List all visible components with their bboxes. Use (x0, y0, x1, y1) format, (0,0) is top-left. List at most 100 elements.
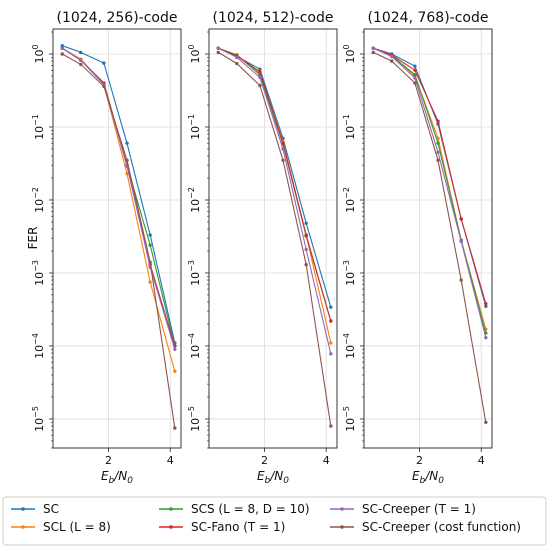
y-axis-label: FER (26, 227, 40, 250)
data-point (173, 347, 177, 352)
y-tick-label: 10−1 (342, 114, 357, 140)
y-tick-label: 10−1 (31, 114, 46, 140)
series-line-4 (218, 47, 332, 322)
series-line-1 (62, 45, 176, 344)
x-tick-label: 4 (478, 454, 485, 467)
data-point (79, 50, 83, 55)
y-tick-label: 10−3 (31, 260, 46, 286)
data-point (329, 424, 333, 428)
series-line-4 (373, 47, 487, 304)
legend-label: SC-Creeper (cost function) (362, 520, 521, 534)
panel-title: (1024, 768)-code (368, 10, 489, 26)
data-point (79, 62, 83, 67)
series-line-2 (218, 47, 332, 344)
y-tick-label: 10−1 (187, 114, 202, 140)
axes-frame (208, 28, 338, 449)
chart-panel-2: (1024, 512)-code 2 4 Eb/N0 100 10−1 10−2 10−3 10… (187, 10, 338, 486)
data-point (235, 55, 239, 60)
y-tick-label: 10−3 (187, 260, 202, 286)
data-point (436, 119, 440, 123)
data-point (436, 141, 440, 145)
series-line-3 (373, 47, 487, 334)
chart-panels: (1024, 256)-code 2 4 Eb/N0 100 10−1 10−2 10−3 10… (31, 10, 493, 486)
y-tick-label: 10−5 (187, 406, 202, 432)
data-point (436, 150, 440, 154)
y-tick-label: 100 (342, 44, 357, 63)
data-point (79, 58, 83, 62)
legend-label: SCL (L = 8) (43, 520, 111, 534)
data-point (413, 76, 417, 80)
data-point (102, 61, 106, 65)
data-point (413, 68, 417, 72)
y-tick-label: 100 (31, 44, 46, 63)
data-point (413, 64, 417, 68)
legend-label: SC-Creeper (T = 1) (362, 502, 476, 516)
legend-item-4: SC-Fano (T = 1) (159, 520, 285, 534)
panel-title: (1024, 512)-code (213, 10, 334, 26)
data-point (216, 50, 220, 55)
data-point (60, 43, 64, 48)
data-point (413, 81, 417, 85)
x-axis-label: Eb/N0 (101, 469, 133, 486)
x-tick-label: 4 (167, 454, 174, 467)
x-tick-label: 4 (323, 454, 330, 467)
legend-marker (21, 507, 25, 511)
data-point (148, 260, 152, 265)
data-point (102, 84, 106, 89)
series-line-2 (62, 47, 176, 372)
series-line-6 (62, 53, 176, 429)
data-point (304, 247, 308, 252)
data-point (329, 305, 333, 309)
data-point (258, 83, 262, 88)
legend-item-2: SCL (L = 8) (11, 520, 111, 534)
data-point (125, 141, 129, 145)
data-point (329, 341, 333, 345)
data-point (413, 73, 417, 77)
data-point (459, 239, 463, 244)
data-point (484, 301, 488, 306)
legend-box (2, 496, 547, 546)
y-tick-label: 10−4 (187, 333, 202, 359)
data-point (304, 221, 308, 225)
legend-label: SC-Fano (T = 1) (191, 520, 285, 534)
data-point (258, 67, 262, 71)
series-line-5 (218, 47, 332, 354)
x-axis-label: Eb/N0 (257, 469, 289, 486)
data-point (281, 147, 285, 151)
legend-marker (340, 525, 344, 529)
y-tick-label: 100 (187, 44, 202, 63)
legend-item-5: SC-Creeper (T = 1) (330, 502, 476, 516)
legend-label: SCS (L = 8, D = 10) (191, 502, 310, 516)
chart-panel-1: (1024, 256)-code 2 4 Eb/N0 100 10−1 10−2 10−3 10… (31, 10, 182, 486)
data-point (216, 46, 220, 50)
y-tick-label: 10−2 (31, 187, 46, 213)
data-point (258, 70, 262, 74)
data-point (125, 158, 129, 162)
legend-item-3: SCS (L = 8, D = 10) (159, 502, 310, 516)
legend-marker (169, 525, 173, 529)
data-point (390, 59, 394, 63)
axes-frame (363, 28, 493, 449)
legend-marker (340, 507, 344, 511)
series-line-6 (373, 51, 487, 423)
data-point (329, 319, 333, 323)
x-tick-label: 2 (105, 454, 112, 467)
data-point (281, 141, 285, 145)
series-line-5 (61, 47, 176, 350)
axes-frame (52, 28, 182, 449)
data-point (484, 335, 488, 340)
y-tick-label: 10−2 (187, 187, 202, 213)
data-point (436, 158, 440, 162)
legend-label: SC (43, 502, 59, 516)
data-point (235, 61, 239, 66)
data-point (148, 233, 152, 237)
y-tick-label: 10−4 (31, 333, 46, 359)
data-point (148, 280, 152, 284)
data-point (173, 426, 177, 430)
x-tick-label: 2 (261, 454, 268, 467)
data-point (125, 171, 129, 176)
y-tick-label: 10−5 (31, 406, 46, 432)
data-point (329, 352, 333, 356)
data-point (148, 243, 152, 247)
series-line-6 (218, 51, 332, 427)
